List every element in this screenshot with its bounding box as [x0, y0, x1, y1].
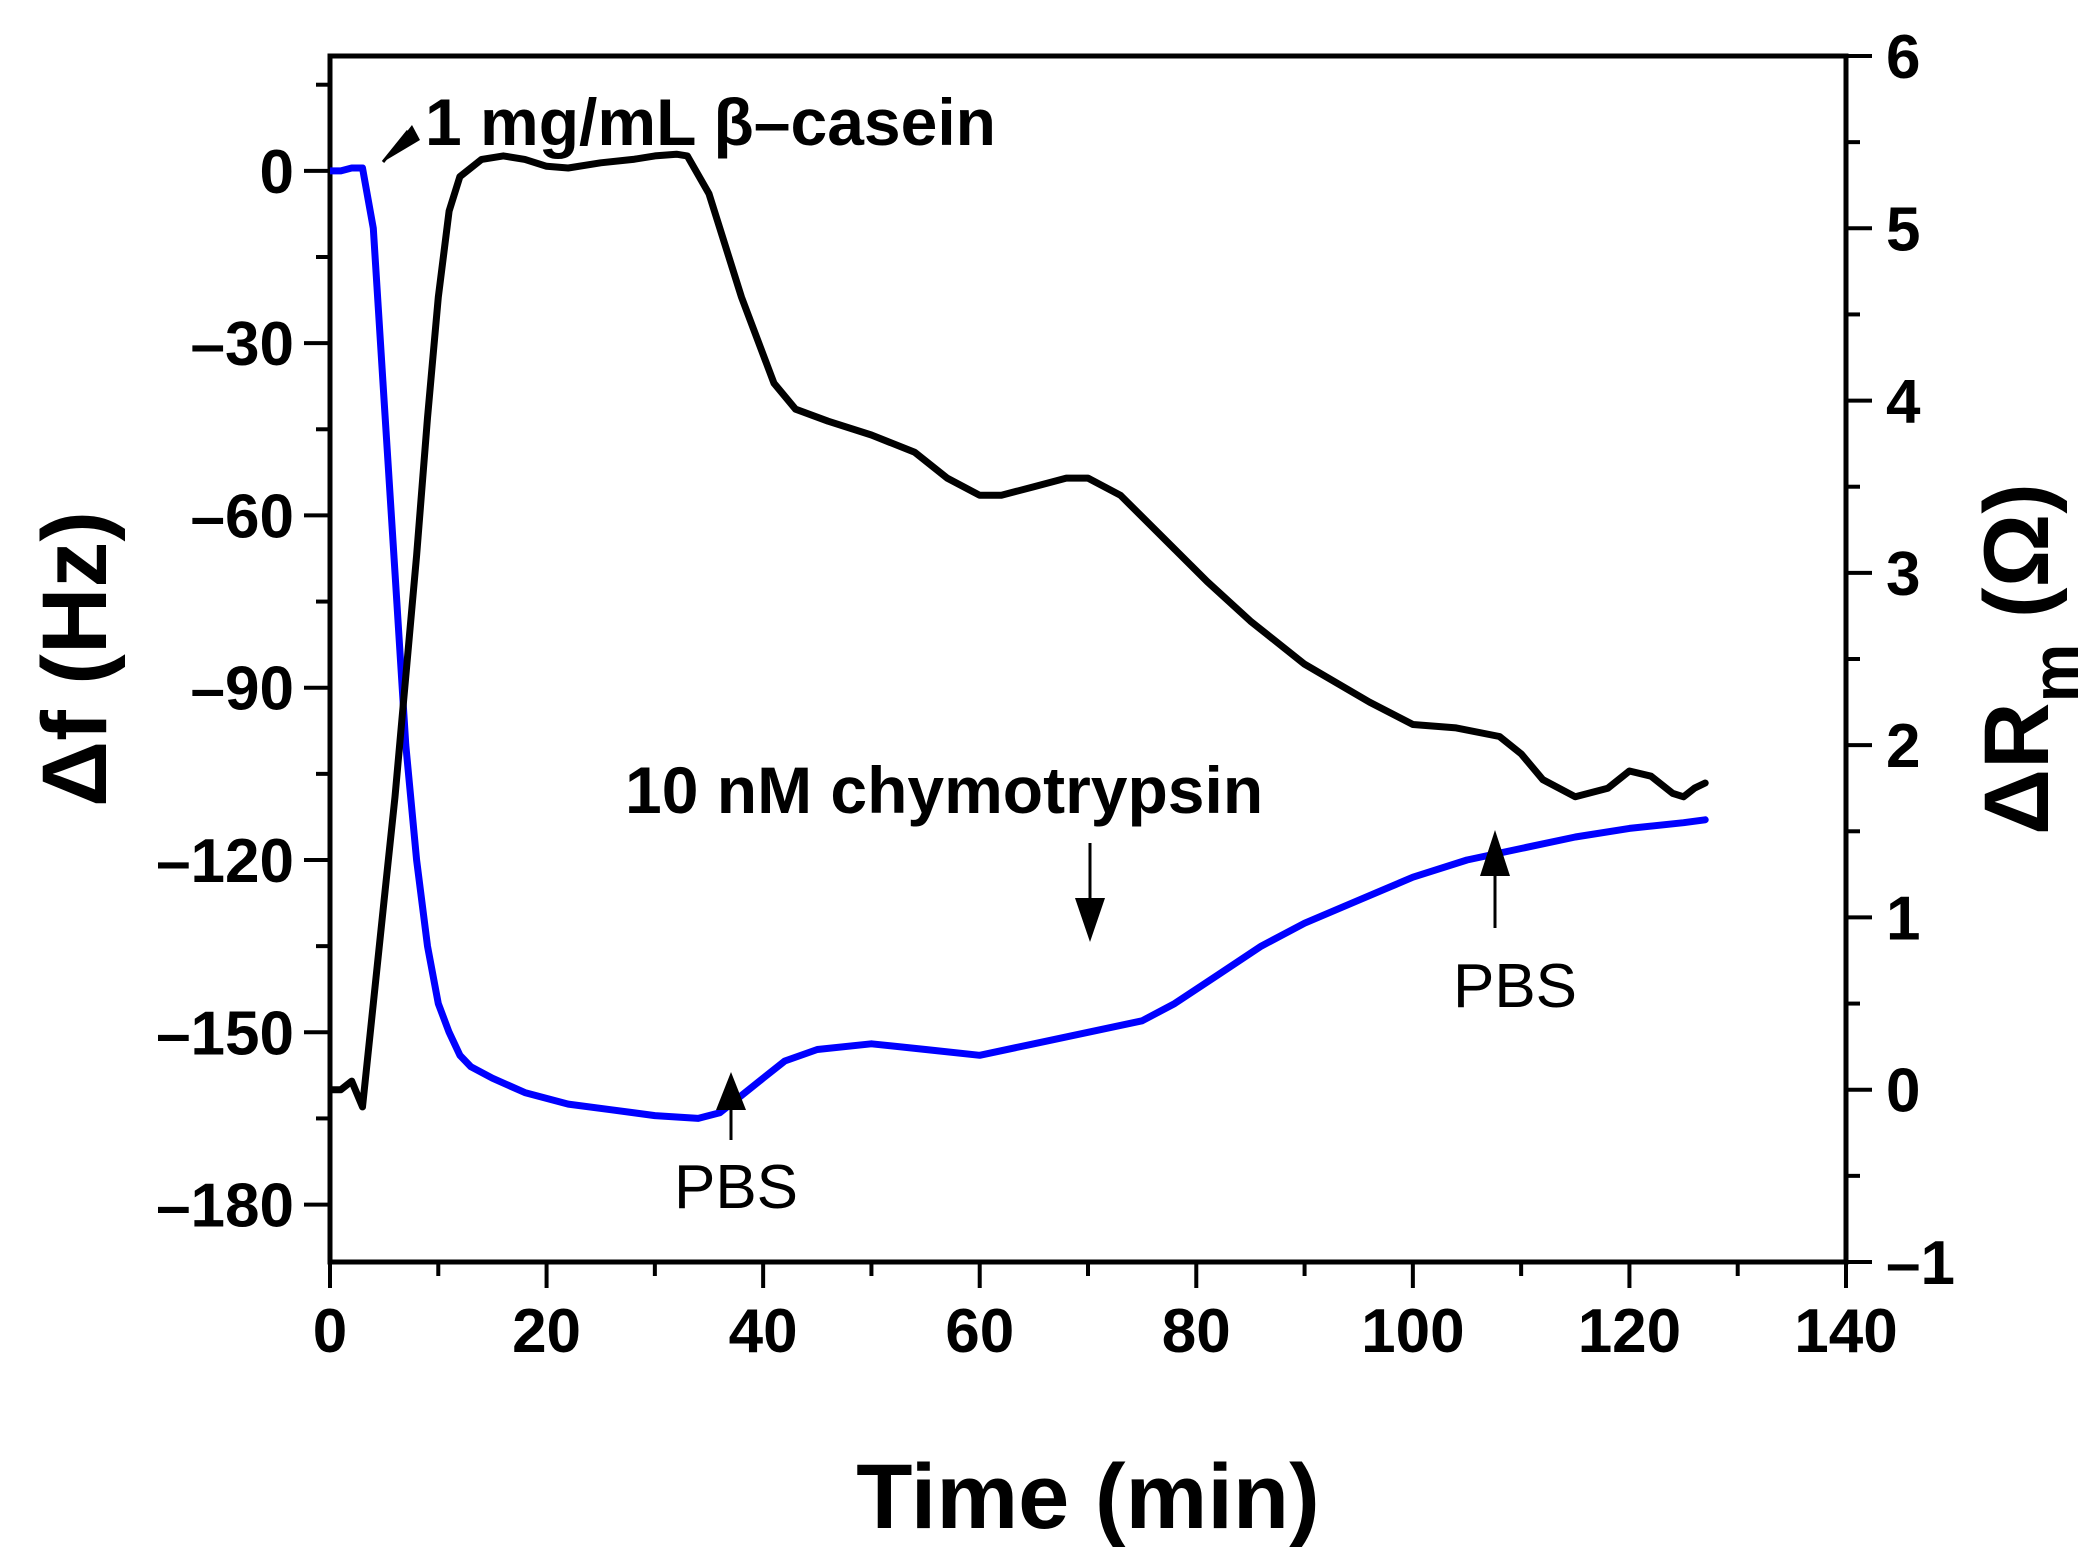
- y-left-tick-label: –180: [156, 1172, 294, 1241]
- x-tick-label: 140: [1794, 1297, 1897, 1366]
- y-left-tick-label: –60: [191, 482, 294, 551]
- x-tick-label: 100: [1361, 1297, 1464, 1366]
- y-left-tick-label: –30: [191, 310, 294, 379]
- pbs-2-arrow-icon: [1480, 830, 1510, 876]
- x-tick-label: 60: [945, 1297, 1014, 1366]
- y-right-tick-label: 1: [1886, 884, 1920, 953]
- y-right-title-main: ΔR: [1966, 702, 2068, 835]
- y-right-tick-label: 2: [1886, 712, 1920, 781]
- y-right-tick-label: –1: [1886, 1229, 1955, 1298]
- y-right-title-subscript: m: [2018, 644, 2088, 703]
- chymotrypsin-arrow-icon: [1075, 898, 1105, 942]
- y-left-tick-label: 0: [260, 138, 294, 207]
- plot-frame: [327, 53, 1849, 1265]
- annotation-pbs-1: PBS: [674, 1153, 798, 1222]
- y-left-axis-ticks: 0 –30 –60 –90 –120 –150 –180: [156, 82, 330, 1241]
- y-left-axis-title: Δf (Hz): [24, 511, 126, 807]
- x-axis-ticks: 0 20 40 60 80 100 120 140: [313, 1262, 1898, 1366]
- annotation-chymotrypsin: 10 nM chymotrypsin: [625, 753, 1263, 827]
- series-delta-rm-line: [330, 150, 1709, 1111]
- y-left-tick-label: –90: [191, 655, 294, 724]
- x-tick-label: 120: [1578, 1297, 1681, 1366]
- x-tick-label: 80: [1162, 1297, 1231, 1366]
- y-left-tick-label: –150: [156, 999, 294, 1068]
- y-right-tick-label: 0: [1886, 1057, 1920, 1126]
- x-tick-label: 0: [313, 1297, 347, 1366]
- y-right-title-unit: (Ω): [1966, 483, 2068, 644]
- y-right-tick-label: 4: [1886, 368, 1921, 437]
- annotation-pbs-2: PBS: [1453, 952, 1577, 1021]
- y-right-tick-label: 3: [1886, 540, 1920, 609]
- casein-arrow-shaft: [381, 130, 410, 163]
- y-right-tick-label: 6: [1886, 23, 1920, 92]
- series-delta-f-line: [330, 164, 1709, 1122]
- x-axis-title: Time (min): [856, 1446, 1319, 1548]
- pbs-1-arrow-icon: [716, 1072, 746, 1110]
- x-tick-label: 20: [512, 1297, 581, 1366]
- annotation-casein: 1 mg/mL β–casein: [425, 85, 996, 159]
- y-right-tick-label: 5: [1886, 195, 1920, 264]
- y-right-axis-title: ΔRm (Ω): [1966, 483, 2088, 835]
- y-left-tick-label: –120: [156, 827, 294, 896]
- x-tick-label: 40: [729, 1297, 798, 1366]
- y-right-axis-ticks: –1 0 1 2 3 4 5 6: [1846, 23, 1955, 1298]
